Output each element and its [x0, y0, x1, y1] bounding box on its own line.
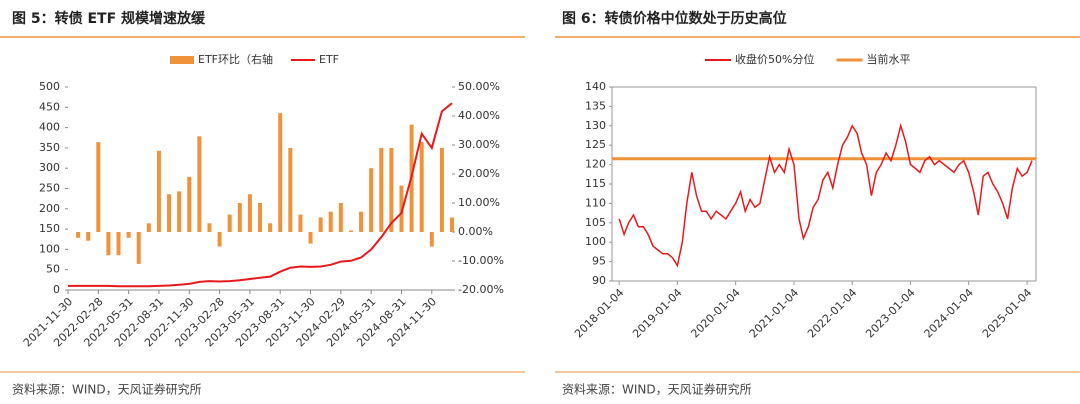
bar: [379, 147, 384, 232]
bar: [207, 223, 212, 232]
y-tick-label: 100: [39, 242, 60, 255]
y-tick-label: 350: [39, 141, 60, 154]
y-tick-label: 90: [592, 274, 606, 287]
legend-label: ETF环比（右轴: [198, 52, 273, 66]
bar: [419, 142, 424, 232]
bar: [96, 142, 101, 232]
bar: [429, 232, 434, 247]
y2-tick-label: -10.00%: [458, 254, 504, 267]
chart-title: 图 5：转债 ETF 规模增速放缓: [12, 10, 206, 27]
y2-tick-label: 0.00%: [458, 225, 493, 238]
bar: [76, 232, 81, 238]
bar: [116, 232, 121, 256]
bar: [258, 203, 262, 232]
x-tick-label: 2024-01-04: [922, 286, 976, 340]
y-tick-label: 95: [592, 255, 606, 268]
y-tick-label: 50: [46, 263, 60, 276]
bar: [288, 147, 293, 232]
source: 资料来源：WIND，天风证券研究所: [562, 382, 752, 397]
bar: [106, 232, 111, 256]
bar: [450, 217, 454, 232]
source: 资料来源：WIND，天风证券研究所: [12, 382, 202, 397]
y-tick-label: 135: [585, 99, 606, 112]
y-tick-label: 140: [585, 80, 606, 93]
bar: [247, 194, 252, 232]
bar: [217, 232, 222, 247]
bar: [338, 203, 343, 232]
x-tick-label: 2020-01-04: [688, 286, 742, 340]
bar: [308, 232, 313, 244]
bar: [227, 214, 232, 232]
chart-title: 图 6：转债价格中位数处于历史高位: [562, 10, 787, 27]
y-tick-label: 500: [39, 80, 60, 93]
x-tick-label: 2022-01-04: [805, 286, 859, 340]
x-tick-label: 2018-01-04: [572, 286, 626, 340]
bar: [318, 217, 323, 232]
bar: [187, 176, 192, 232]
bar: [278, 113, 283, 232]
bar: [237, 203, 242, 232]
bar: [389, 147, 394, 232]
bar: [268, 223, 273, 232]
y-tick-label: 150: [39, 222, 60, 235]
y-tick-label: 400: [39, 121, 60, 134]
y-tick-label: 300: [39, 161, 60, 174]
y2-tick-label: 10.00%: [458, 196, 500, 209]
x-tick-label: 2025-01-04: [980, 286, 1034, 340]
line: [68, 102, 453, 288]
y-tick-label: 115: [585, 177, 606, 190]
bar: [86, 232, 91, 241]
bar: [177, 191, 182, 232]
y-tick-label: 0: [53, 283, 60, 296]
x-tick-label: 2021-01-04: [747, 286, 801, 340]
bar: [146, 223, 151, 232]
y2-tick-label: 40.00%: [458, 109, 500, 122]
y-tick-label: 110: [585, 196, 606, 209]
bar: [439, 147, 444, 232]
bar: [399, 185, 404, 232]
bar: [156, 150, 161, 232]
bar: [369, 168, 374, 232]
y2-tick-label: 20.00%: [458, 167, 500, 180]
bar: [136, 232, 141, 264]
line: [618, 123, 1033, 268]
y-tick-label: 100: [585, 235, 606, 248]
legend-swatch: [170, 56, 194, 64]
y-tick-label: 120: [585, 158, 606, 171]
legend-label: 收盘价50%分位: [735, 52, 814, 66]
bar: [328, 211, 333, 232]
y-tick-label: 250: [39, 182, 60, 195]
y-tick-label: 200: [39, 202, 60, 215]
x-tick-label: 2019-01-04: [630, 286, 684, 340]
bar: [348, 230, 353, 232]
y-tick-label: 105: [585, 216, 606, 229]
y2-tick-label: 30.00%: [458, 138, 500, 151]
bar: [126, 232, 131, 238]
y-tick-label: 450: [39, 100, 60, 113]
y-tick-label: 130: [585, 119, 606, 132]
y-tick-label: 125: [585, 138, 606, 151]
legend-label: ETF: [319, 53, 339, 66]
bar: [197, 136, 202, 232]
y2-tick-label: 50.00%: [458, 80, 500, 93]
y2-tick-label: -20.00%: [458, 283, 504, 296]
bar: [298, 214, 303, 232]
legend-label: 当前水平: [866, 52, 910, 66]
x-tick-label: 2023-01-04: [863, 286, 917, 340]
bar: [359, 211, 364, 232]
bar: [167, 194, 172, 232]
